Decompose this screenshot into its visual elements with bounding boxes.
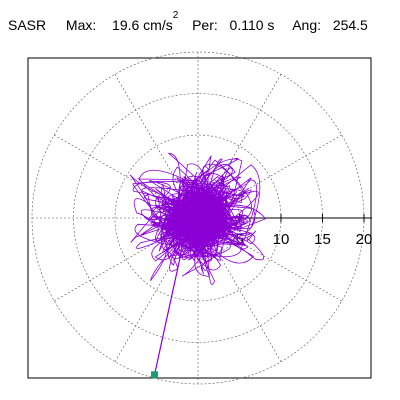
angle-label: Ang: xyxy=(292,16,322,33)
plot-header: SASR Max: 19.6 cm/s2 Per: 0.110 s Ang: 2… xyxy=(8,10,368,33)
max-amplitude-line xyxy=(153,257,181,375)
axis-tick-label-20: 20 xyxy=(356,231,373,248)
max-unit-exponent: 2 xyxy=(172,10,179,21)
angle-value: 254.5 xyxy=(332,16,368,33)
axis-tick-label-10: 10 xyxy=(273,231,290,248)
period-label: Per: xyxy=(192,16,218,33)
motion-trace xyxy=(129,152,267,285)
max-label: Max: xyxy=(65,16,97,33)
max-value: 19.6 cm/s xyxy=(112,16,173,33)
axis-tick-label-15: 15 xyxy=(314,231,331,248)
station-code: SASR xyxy=(8,16,47,33)
max-point-marker xyxy=(151,371,159,379)
period-value: 0.110 s xyxy=(229,16,275,33)
